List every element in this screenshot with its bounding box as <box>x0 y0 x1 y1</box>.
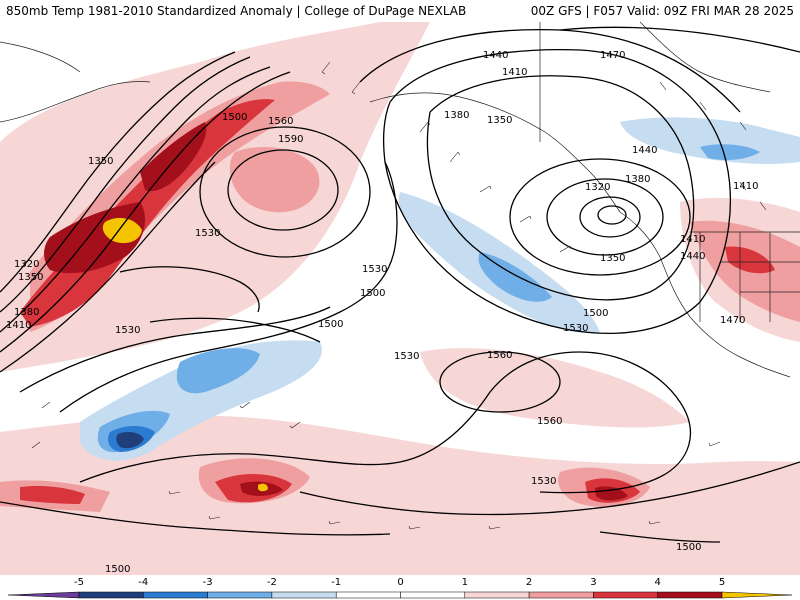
contour-label: 1380 <box>14 307 39 318</box>
anomaly-region <box>690 220 800 322</box>
colorbar-ticks: -5 -4 -3 -2 -1 0 1 2 3 4 5 <box>74 577 725 588</box>
contour-label: 1500 <box>318 319 343 330</box>
colorbar-tick-label: -5 <box>74 577 84 588</box>
colorbar-segment <box>271 591 337 599</box>
anomaly-region <box>102 217 142 244</box>
contour-label: 1500 <box>583 308 608 319</box>
contour-label: 1500 <box>360 288 385 299</box>
anomaly-shading <box>0 22 800 575</box>
contour-label: 1530 <box>195 228 220 239</box>
colorbar-tick-label: -2 <box>267 577 277 588</box>
colorbar-tick-label: 0 <box>397 577 403 588</box>
contour-label: 1410 <box>502 67 527 78</box>
colorbar-segment <box>528 591 594 599</box>
colorbar: -5 -4 -3 -2 -1 0 1 2 3 4 5 <box>0 575 800 600</box>
contour-label: 1350 <box>487 115 512 126</box>
anomaly-region <box>20 485 85 504</box>
anomaly-region <box>700 144 760 160</box>
contour-label: 1320 <box>585 182 610 193</box>
contour-label: 1530 <box>563 323 588 334</box>
contour-label: 1500 <box>222 112 247 123</box>
colorbar-tick-label: 2 <box>526 577 532 588</box>
map-title: 850mb Temp 1981-2010 Standardized Anomal… <box>6 4 467 18</box>
colorbar-tick-label: 3 <box>590 577 596 588</box>
colorbar-over-arrow <box>721 591 793 599</box>
contour-label: 1410 <box>6 320 31 331</box>
colorbar-tick-label: -4 <box>138 577 148 588</box>
anomaly-region <box>725 246 775 274</box>
contour-label: 1590 <box>278 134 303 145</box>
colorbar-tick-label: 4 <box>655 577 661 588</box>
colorbar-segment <box>207 591 273 599</box>
colorbar-under-arrow <box>7 591 80 599</box>
weather-map: 1440 1470 1410 1380 1350 1500 1560 1590 … <box>0 22 800 575</box>
map-canvas: 1440 1470 1410 1380 1350 1500 1560 1590 … <box>0 22 800 575</box>
colorbar-segment <box>143 591 208 599</box>
contour-label: 1350 <box>600 253 625 264</box>
contour-label: 1350 <box>18 272 43 283</box>
contour-label: 1500 <box>105 564 130 575</box>
run-info: 00Z GFS | F057 Valid: 09Z FRI MAR 28 202… <box>530 4 794 18</box>
contour-label: 1440 <box>680 251 705 262</box>
colorbar-tick-label: -3 <box>203 577 213 588</box>
contour-label: 1560 <box>268 116 293 127</box>
anomaly-region <box>229 147 320 213</box>
contour-label: 1410 <box>680 234 705 245</box>
contour-label: 1320 <box>14 259 39 270</box>
header: 850mb Temp 1981-2010 Standardized Anomal… <box>0 0 800 22</box>
anomaly-region <box>0 22 430 372</box>
contour-label: 1440 <box>632 145 657 156</box>
colorbar-segment <box>593 591 658 599</box>
contour-label: 1560 <box>487 350 512 361</box>
colorbar-canvas: -5 -4 -3 -2 -1 0 1 2 3 4 5 <box>7 577 793 599</box>
colorbar-tick-label: 5 <box>719 577 725 588</box>
colorbar-tick-label: 1 <box>462 577 468 588</box>
contour-label: 1500 <box>676 542 701 553</box>
contour-label: 1560 <box>537 416 562 427</box>
contour-label: 1530 <box>115 325 140 336</box>
anomaly-region <box>176 348 260 394</box>
anomaly-region <box>595 486 628 501</box>
colorbar-bar <box>7 591 793 599</box>
colorbar-segment <box>464 591 530 599</box>
contour-label: 1410 <box>733 181 758 192</box>
colorbar-segment <box>335 591 401 599</box>
colorbar-segment <box>78 591 144 599</box>
contour-labels: 1440 1470 1410 1380 1350 1500 1560 1590 … <box>6 50 758 575</box>
colorbar-tick-label: -1 <box>331 577 341 588</box>
contour-label: 1350 <box>88 156 113 167</box>
contour-label: 1470 <box>600 50 625 61</box>
contour-label: 1380 <box>444 110 469 121</box>
anomaly-region <box>420 348 690 428</box>
contour-label: 1530 <box>531 476 556 487</box>
contour-label: 1530 <box>394 351 419 362</box>
contour-label: 1530 <box>362 264 387 275</box>
anomaly-region <box>140 122 207 192</box>
contour-label: 1470 <box>720 315 745 326</box>
wind-barbs <box>31 61 767 530</box>
height-contours <box>0 26 800 543</box>
contour-label: 1440 <box>483 50 508 61</box>
colorbar-segment <box>400 591 466 599</box>
anomaly-region <box>258 483 268 492</box>
contour-label: 1380 <box>625 174 650 185</box>
anomaly-region <box>116 431 144 449</box>
colorbar-segment <box>657 591 723 599</box>
